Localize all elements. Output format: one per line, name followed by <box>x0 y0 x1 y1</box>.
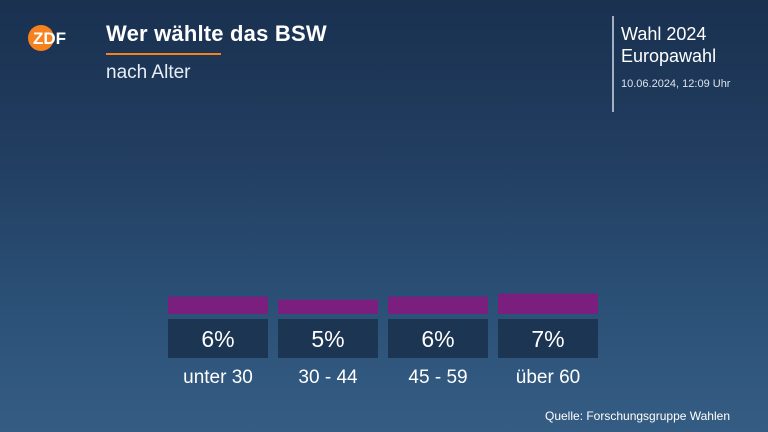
page-subtitle: nach Alter <box>106 62 191 83</box>
value-box-1 <box>168 319 268 358</box>
value-label-3: 6% <box>421 326 454 352</box>
value-label-2: 5% <box>311 326 344 352</box>
bar-3 <box>388 296 488 314</box>
bar-2 <box>278 299 378 314</box>
page-title: Wer wählte das BSW <box>106 21 327 46</box>
value-box-4 <box>498 319 598 358</box>
category-label-3: 45 - 59 <box>408 367 467 388</box>
category-label-2: 30 - 44 <box>298 367 358 388</box>
value-label-4: 7% <box>531 326 564 352</box>
value-label-1: 6% <box>201 326 234 352</box>
category-label-4: über 60 <box>516 367 580 388</box>
value-box-3 <box>388 319 488 358</box>
election-info: Wahl 2024 Europawahl <box>621 23 716 67</box>
title-underline <box>106 53 221 55</box>
bar-4 <box>498 293 598 314</box>
zdf-logo-text: ZDF <box>33 29 66 48</box>
election-name: Europawahl <box>621 46 717 66</box>
source-note: Quelle: Forschungsgruppe Wahlen <box>545 409 730 423</box>
value-box-2 <box>278 319 378 358</box>
header-divider <box>612 16 614 112</box>
election-year: Wahl 2024 <box>621 24 707 44</box>
zdf-logo: ZDF <box>28 25 66 51</box>
category-label-1: unter 30 <box>183 367 253 388</box>
bar-1 <box>168 296 268 314</box>
timestamp: 10.06.2024, 12:09 Uhr <box>621 78 731 90</box>
